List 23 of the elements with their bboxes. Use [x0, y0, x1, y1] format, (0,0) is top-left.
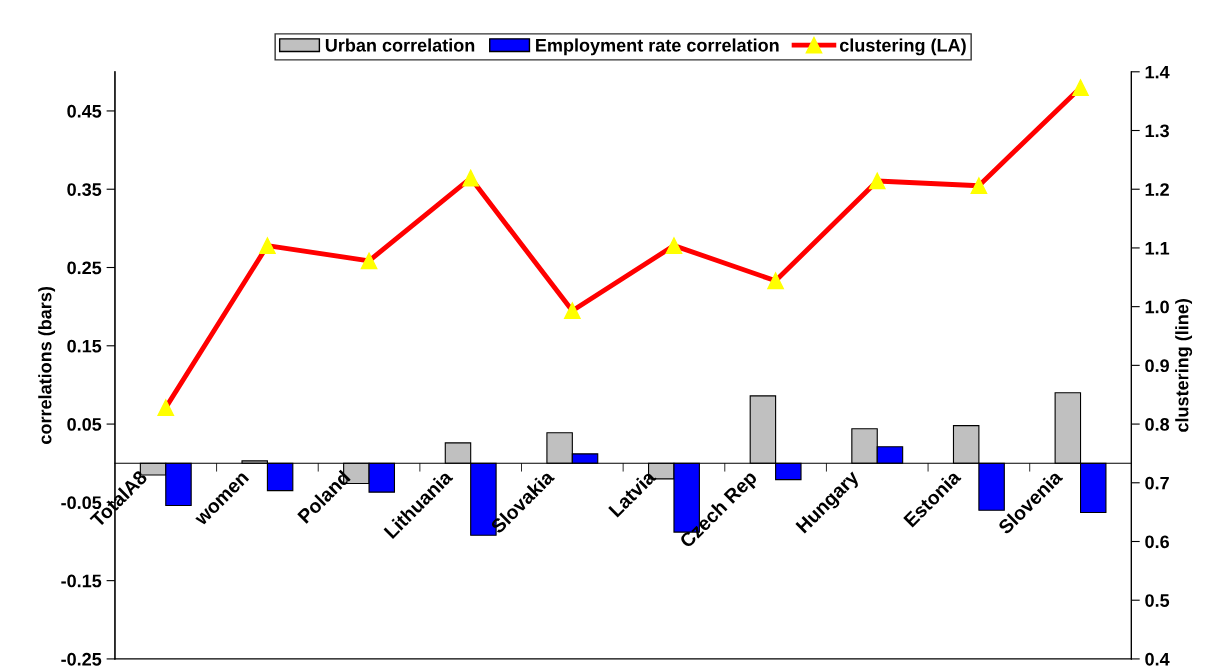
y-tick-label: 0.25 — [67, 261, 102, 275]
y-tick-label: 0.05 — [67, 418, 102, 431]
y-tick-label: -0.15 — [61, 574, 102, 588]
y-tick-label: -0.25 — [61, 652, 102, 666]
y2-axis-title: clustering (line) — [1175, 299, 1193, 432]
y2-tick-label: 1.1 — [1145, 242, 1170, 255]
y2-tick-label: 1.4 — [1145, 65, 1170, 79]
y2-tick-label: 0.6 — [1145, 535, 1169, 549]
y-tick-label: 0.15 — [67, 339, 102, 353]
y2-tick-label: 0.7 — [1145, 476, 1169, 490]
y-tick-label: 0.45 — [67, 104, 102, 118]
y2-tick-label: 0.5 — [1145, 594, 1170, 607]
legend-label: clustering (LA) — [839, 38, 966, 56]
y2-tick-label: 0.9 — [1145, 359, 1169, 373]
y2-tick-label: 1.3 — [1145, 124, 1169, 138]
legend-label: Urban correlation — [325, 38, 475, 52]
y-tick-label: 0.35 — [67, 183, 102, 196]
y2-tick-label: 1.2 — [1145, 183, 1169, 196]
y2-tick-label: 0.8 — [1145, 418, 1170, 431]
y2-tick-label: 0.4 — [1145, 652, 1170, 666]
legend-label: Employment rate correlation — [536, 38, 779, 56]
y2-tick-label: 1.0 — [1145, 300, 1169, 314]
y-axis-title: correlations (bars) — [38, 286, 56, 444]
